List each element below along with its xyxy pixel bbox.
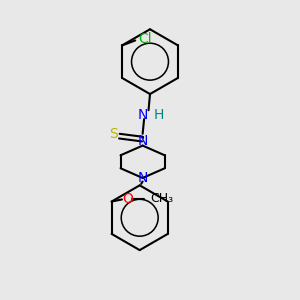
Text: O: O — [122, 192, 133, 206]
Text: N: N — [137, 108, 148, 122]
Text: N: N — [137, 134, 148, 148]
Text: S: S — [109, 127, 118, 141]
Text: Cl: Cl — [138, 32, 152, 46]
Text: N: N — [137, 171, 148, 185]
Text: H: H — [154, 108, 164, 122]
Text: CH₃: CH₃ — [150, 192, 173, 205]
